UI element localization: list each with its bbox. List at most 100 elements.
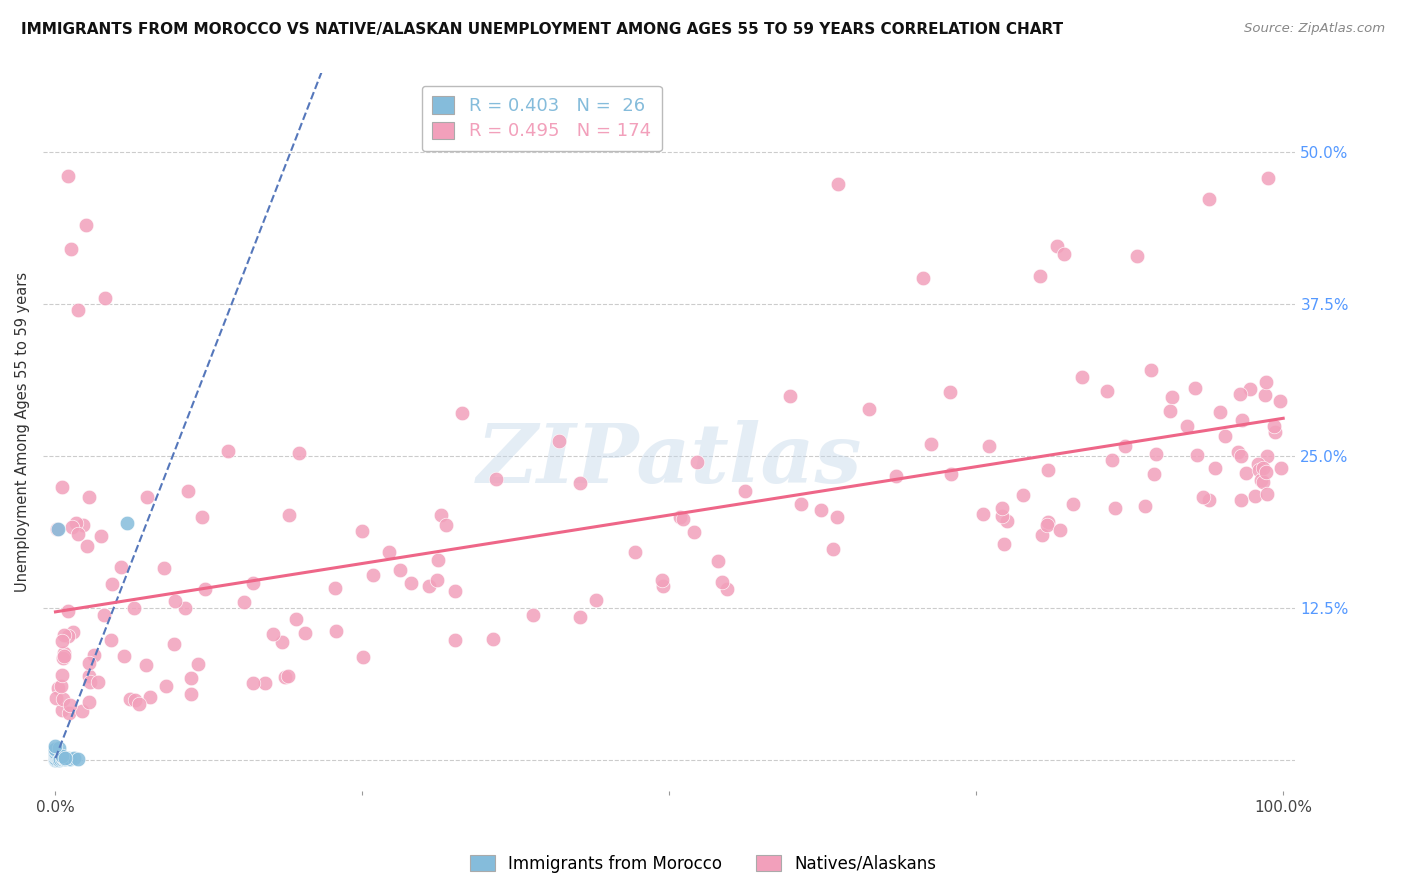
Point — [1140, 363, 1163, 377]
Point — [993, 537, 1015, 551]
Point — [1239, 382, 1261, 396]
Point — [1144, 447, 1167, 461]
Point — [484, 472, 506, 486]
Legend: R = 0.403   N =  26, R = 0.495   N = 174: R = 0.403 N = 26, R = 0.495 N = 174 — [422, 86, 662, 151]
Point — [100, 632, 122, 647]
Point — [79, 674, 101, 689]
Point — [48, 741, 70, 756]
Point — [1175, 418, 1198, 433]
Point — [44, 750, 66, 764]
Point — [75, 218, 97, 232]
Point — [1046, 238, 1069, 252]
Point — [285, 612, 308, 626]
Point — [858, 402, 880, 417]
Point — [920, 437, 942, 451]
Point — [1230, 449, 1253, 463]
Point — [734, 483, 756, 498]
Point — [1230, 413, 1253, 427]
Point — [1257, 171, 1279, 186]
Point — [165, 594, 187, 608]
Point — [53, 646, 76, 660]
Point — [77, 695, 100, 709]
Point — [63, 750, 86, 764]
Point — [1250, 474, 1272, 488]
Point — [155, 680, 177, 694]
Point — [652, 579, 675, 593]
Point — [262, 627, 284, 641]
Point — [51, 752, 73, 766]
Point — [361, 567, 384, 582]
Point — [1062, 497, 1084, 511]
Point — [135, 658, 157, 673]
Point — [93, 607, 115, 622]
Point — [482, 632, 505, 646]
Point — [52, 691, 75, 706]
Point — [1264, 425, 1286, 440]
Point — [1101, 453, 1123, 467]
Point — [1114, 439, 1136, 453]
Point — [53, 752, 76, 766]
Point — [1125, 249, 1147, 263]
Point — [66, 526, 89, 541]
Point — [323, 581, 346, 595]
Point — [51, 480, 73, 494]
Point — [83, 648, 105, 663]
Point — [350, 524, 373, 538]
Point — [569, 476, 592, 491]
Point — [242, 676, 264, 690]
Point — [995, 514, 1018, 528]
Point — [1011, 488, 1033, 502]
Point — [253, 676, 276, 690]
Y-axis label: Unemployment Among Ages 55 to 59 years: Unemployment Among Ages 55 to 59 years — [15, 272, 30, 591]
Point — [194, 582, 217, 597]
Point — [49, 679, 72, 693]
Point — [52, 750, 75, 764]
Point — [59, 752, 82, 766]
Point — [430, 508, 453, 522]
Point — [418, 578, 440, 592]
Point — [86, 675, 108, 690]
Point — [548, 434, 571, 448]
Point — [426, 573, 449, 587]
Point — [191, 510, 214, 524]
Point — [101, 577, 124, 591]
Point — [56, 750, 79, 764]
Point — [1070, 369, 1092, 384]
Point — [70, 704, 93, 718]
Point — [1263, 418, 1285, 433]
Point — [1215, 428, 1237, 442]
Point — [44, 753, 66, 767]
Point — [180, 687, 202, 701]
Point — [128, 697, 150, 711]
Point — [710, 574, 733, 589]
Point — [1268, 394, 1291, 409]
Point — [53, 648, 76, 663]
Point — [162, 637, 184, 651]
Point — [450, 406, 472, 420]
Point — [941, 467, 963, 481]
Legend: Immigrants from Morocco, Natives/Alaskans: Immigrants from Morocco, Natives/Alaskan… — [464, 848, 942, 880]
Point — [1209, 404, 1232, 418]
Point — [972, 507, 994, 521]
Point — [1133, 499, 1156, 513]
Point — [1160, 390, 1182, 404]
Point — [51, 703, 73, 717]
Point — [294, 626, 316, 640]
Point — [46, 522, 69, 536]
Point — [352, 650, 374, 665]
Point — [884, 468, 907, 483]
Point — [233, 595, 256, 609]
Point — [585, 593, 607, 607]
Point — [1053, 247, 1076, 261]
Point — [1049, 523, 1071, 537]
Point — [427, 553, 450, 567]
Point — [1104, 501, 1126, 516]
Point — [1185, 449, 1208, 463]
Point — [651, 573, 673, 587]
Point — [52, 651, 75, 665]
Point — [56, 629, 79, 643]
Point — [399, 576, 422, 591]
Point — [277, 669, 299, 683]
Point — [45, 691, 67, 706]
Point — [1097, 384, 1119, 398]
